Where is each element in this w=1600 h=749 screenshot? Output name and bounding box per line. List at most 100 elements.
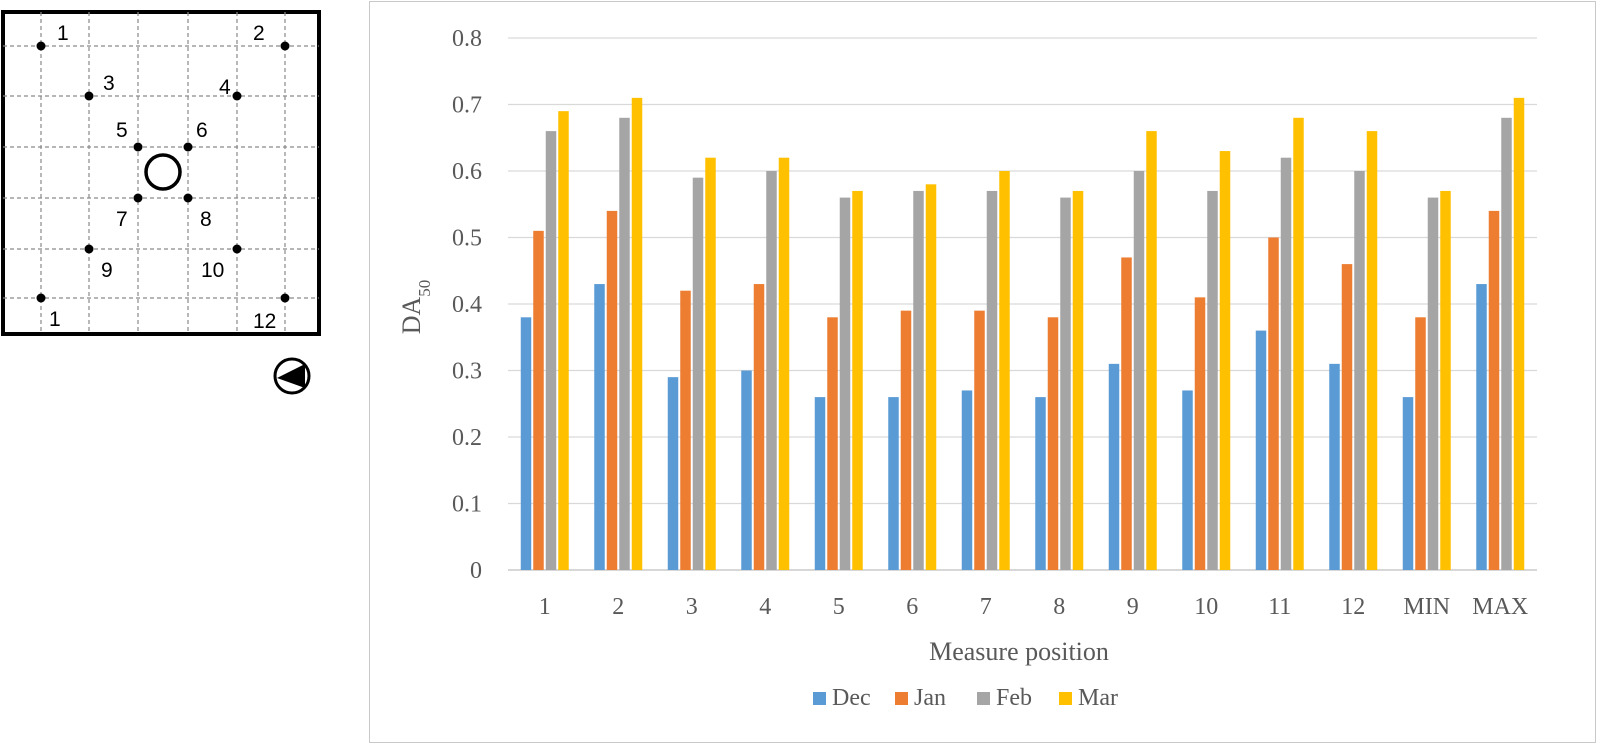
measure-point-label: 2	[253, 22, 265, 45]
x-tick-labels: 1 2 3 4 5 6 7 8 9 10 11 12 MIN MAX	[539, 594, 1529, 620]
bar-jan	[827, 317, 838, 570]
bar-jan	[753, 284, 765, 570]
bar-mar	[631, 97, 643, 570]
measure-point-marker	[280, 293, 290, 303]
measure-point-label: 5	[116, 119, 128, 142]
bar-mar	[1440, 190, 1451, 570]
y-axis-title-subscript: 50	[415, 280, 434, 297]
x-tick-label: MIN	[1403, 594, 1450, 620]
bar-mar	[999, 171, 1010, 570]
bar-jan	[1268, 237, 1279, 570]
bar-jan	[1121, 257, 1132, 570]
bar-mar	[925, 184, 937, 571]
measure-point-label: 8	[200, 208, 212, 231]
bar-dec	[1108, 363, 1120, 570]
x-tick-label: 9	[1127, 594, 1139, 620]
measure-point-label: 4	[219, 76, 231, 99]
bars	[520, 97, 1525, 571]
y-tick-label: 0.5	[452, 226, 482, 252]
bar-feb	[839, 197, 851, 570]
bar-dec	[961, 390, 973, 570]
measure-point-label: 12	[253, 310, 276, 333]
bar-mar	[1219, 151, 1231, 571]
bar-jan	[974, 310, 985, 570]
floor-plan-panel: 1 2 3 4 5 6 7 8 9 10 1 12	[0, 0, 340, 420]
bar-mar	[1146, 131, 1157, 570]
compass-icon	[273, 357, 311, 395]
bar-dec	[1329, 363, 1340, 570]
measure-point-label: 9	[101, 259, 113, 282]
y-axis-title: DA50	[397, 280, 434, 335]
bar-mar	[852, 190, 863, 570]
bar-feb	[1207, 190, 1218, 570]
bar-feb	[619, 117, 630, 571]
bar-feb	[545, 131, 557, 570]
bar-jan	[606, 210, 618, 570]
x-tick-label: 11	[1268, 594, 1291, 620]
bar-feb	[692, 177, 704, 570]
bar-jan	[1341, 264, 1353, 570]
measure-point-label: 10	[201, 259, 224, 282]
x-tick-label: 7	[980, 594, 992, 620]
bar-feb	[1501, 117, 1512, 571]
measure-point-marker	[183, 142, 193, 152]
y-tick-label: 0.2	[452, 425, 482, 451]
x-tick-label: 6	[906, 594, 918, 620]
x-tick-label: 8	[1053, 594, 1065, 620]
bar-jan	[533, 230, 544, 570]
measure-point-marker	[84, 244, 94, 254]
measure-point-marker	[84, 91, 94, 101]
bar-mar	[1513, 97, 1525, 570]
measure-point-label: 7	[116, 208, 128, 231]
bar-feb	[766, 171, 777, 570]
central-column-marker	[144, 153, 182, 191]
x-tick-label: 1	[539, 594, 551, 620]
bar-jan	[1488, 210, 1500, 570]
legend-swatch-mar	[1059, 692, 1072, 705]
gridlines	[508, 37, 1537, 571]
bar-dec	[594, 284, 605, 570]
bar-mar	[1293, 117, 1304, 571]
bar-jan	[1047, 317, 1059, 570]
y-tick-label: 0.4	[452, 292, 482, 318]
floor-plan-diagram: 1 23 45 67 89 101 12	[1, 10, 321, 395]
y-tick-label: 0	[470, 558, 482, 584]
x-tick-label: 5	[833, 594, 845, 620]
measure-point-marker	[232, 244, 242, 254]
legend-swatch-jan	[895, 692, 908, 705]
chart-panel: 0 0.1 0.2 0.3 0.4 0.5 0.6 0.7 0.8 1 2 3 4 5 6 7 8 9 10 11 1…	[369, 1, 1596, 743]
bar-jan	[1194, 297, 1206, 570]
bar-feb	[1280, 157, 1292, 570]
bar-dec	[1182, 390, 1193, 570]
bar-dec	[1035, 397, 1046, 570]
x-axis-title: Measure position	[929, 637, 1109, 666]
measure-point-label: 1	[49, 308, 61, 331]
bar-feb	[986, 190, 998, 570]
bar-feb	[1060, 197, 1071, 570]
bar-dec	[520, 317, 532, 570]
measure-point-marker	[36, 293, 46, 303]
bar-mar	[1366, 131, 1378, 570]
legend: Dec Jan Feb Mar	[813, 685, 1118, 711]
bar-feb	[913, 190, 924, 570]
bar-dec	[814, 397, 826, 570]
bar-jan	[1415, 317, 1426, 570]
x-tick-label: 2	[612, 594, 624, 620]
bar-dec	[667, 377, 679, 570]
y-tick-label: 0.1	[452, 492, 482, 518]
bar-dec	[1476, 284, 1487, 570]
y-tick-label: 0.7	[452, 93, 482, 119]
bar-dec	[1402, 397, 1414, 570]
legend-label-feb: Feb	[996, 685, 1032, 711]
y-tick-labels: 0 0.1 0.2 0.3 0.4 0.5 0.6 0.7 0.8	[452, 26, 482, 584]
x-tick-label: 4	[759, 594, 771, 620]
measure-point-marker	[133, 193, 143, 203]
y-axis-title-main: DA	[397, 297, 426, 335]
measure-point-label: 3	[103, 72, 115, 95]
x-tick-label: 12	[1341, 594, 1365, 620]
bar-mar	[705, 157, 716, 570]
y-tick-label: 0.8	[452, 26, 482, 52]
measure-point-label: 6	[196, 119, 208, 142]
y-tick-label: 0.3	[452, 359, 482, 385]
x-tick-label: 10	[1194, 594, 1218, 620]
